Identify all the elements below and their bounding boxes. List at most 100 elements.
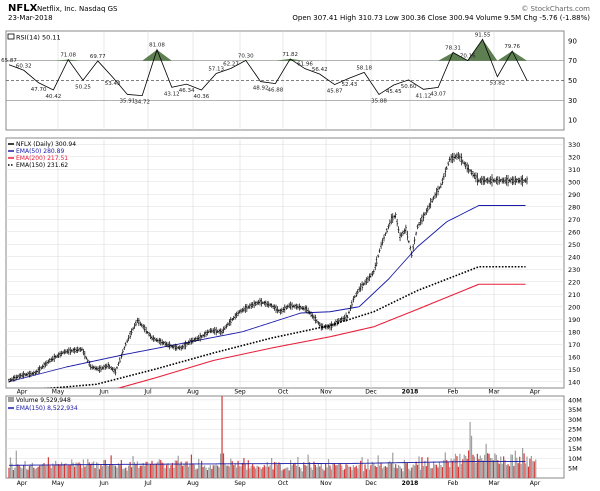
price-bar: [460, 153, 463, 166]
rsi-value-label: 48.92: [253, 86, 269, 92]
volume-bar: [157, 461, 159, 478]
volume-bar: [240, 466, 242, 478]
price-bar: [258, 297, 261, 306]
volume-bar: [158, 459, 160, 478]
volume-bar: [397, 464, 400, 478]
volume-bar: [21, 468, 23, 478]
volume-bar: [81, 468, 83, 478]
price-x-label: Apr: [530, 389, 541, 396]
price-bar: [159, 338, 162, 346]
price-bar: [275, 304, 278, 313]
volume-bar: [24, 461, 26, 478]
price-bar: [242, 306, 245, 313]
volume-bar: [326, 467, 328, 478]
volume-bar: [282, 469, 284, 478]
ema-line-ema150: [43, 265, 526, 388]
price-bar: [254, 301, 257, 307]
volume-bar: [311, 469, 314, 478]
price-bar: [121, 349, 124, 356]
volume-bar: [295, 465, 298, 478]
ema-line-ema200: [116, 283, 526, 388]
price-bar: [204, 330, 207, 338]
volume-bar: [500, 456, 502, 478]
volume-bar: [119, 465, 121, 478]
price-bar: [339, 318, 342, 323]
price-tick-label: 310: [568, 166, 580, 174]
price-bar: [72, 348, 75, 353]
price-bar: [422, 212, 425, 222]
price-bar: [329, 322, 332, 331]
rsi-value-label: 50.25: [75, 84, 91, 90]
price-bar: [346, 315, 349, 319]
price-bar: [286, 304, 289, 309]
price-x-label: Feb: [448, 389, 459, 396]
price-bar: [345, 312, 348, 322]
volume-tick-label: 30M: [568, 416, 582, 424]
volume-bar: [444, 452, 446, 478]
volume-bar: [160, 460, 162, 478]
price-bar: [187, 340, 190, 346]
volume-bar: [173, 467, 175, 478]
volume-bar: [497, 460, 499, 478]
price-bar: [253, 300, 256, 309]
price-bar: [520, 175, 523, 185]
price-bar: [352, 296, 355, 303]
volume-bar: [87, 459, 89, 478]
rsi-value-label: 46.88: [268, 88, 284, 94]
volume-bar: [217, 465, 219, 478]
volume-bar: [55, 460, 57, 478]
volume-bar: [22, 465, 25, 478]
price-bar: [511, 176, 514, 186]
volume-tick-label: 40M: [568, 396, 582, 404]
company-label: Netflix, Inc. Nasdaq GS: [37, 5, 118, 13]
volume-bar: [399, 466, 401, 478]
volume-bar: [72, 462, 74, 478]
price-bar: [9, 378, 12, 382]
volume-bar: [320, 463, 322, 478]
price-bar: [64, 349, 67, 354]
price-bar: [368, 273, 371, 282]
volume-bar: [103, 460, 105, 478]
price-bar: [397, 226, 400, 234]
price-bar: [156, 338, 159, 343]
rsi-line: [8, 38, 528, 97]
price-bar: [237, 310, 240, 317]
volume-bar: [56, 463, 58, 478]
volume-bar: [434, 464, 436, 478]
volume-bar: [227, 465, 229, 478]
price-bar: [356, 289, 359, 295]
rsi-tick-label: 30: [568, 97, 577, 105]
volume-bar: [368, 469, 371, 478]
volume-ema-legend-text: EMA(150) 8,522,934: [16, 405, 78, 412]
volume-bar: [411, 467, 413, 478]
volume-bar: [272, 469, 274, 478]
volume-bar: [453, 458, 455, 478]
price-bar: [340, 316, 343, 323]
volume-bar: [381, 468, 384, 478]
volume-bar: [196, 468, 198, 478]
volume-bar: [451, 460, 454, 478]
price-bar: [317, 321, 320, 325]
price-bar: [76, 346, 79, 354]
price-tick-label: 270: [568, 216, 580, 224]
rsi-value-label: 53.82: [490, 81, 506, 87]
price-bar: [423, 212, 426, 217]
price-bar: [88, 360, 91, 367]
volume-bar: [460, 463, 462, 478]
price-bar: [235, 311, 238, 319]
volume-bar: [389, 461, 391, 478]
price-bar: [91, 364, 94, 370]
volume-bar: [233, 465, 235, 478]
volume-bar: [43, 462, 45, 478]
volume-bar: [505, 465, 508, 478]
rsi-value-label: 46.34: [179, 88, 195, 94]
price-bar: [45, 360, 48, 366]
price-bar: [434, 192, 437, 199]
volume-bar: [168, 468, 171, 478]
volume-bar: [74, 466, 76, 478]
volume-bar: [144, 465, 146, 478]
price-bar: [126, 339, 129, 344]
rsi-value-label: 35.88: [371, 98, 387, 104]
volume-bar: [517, 463, 519, 478]
